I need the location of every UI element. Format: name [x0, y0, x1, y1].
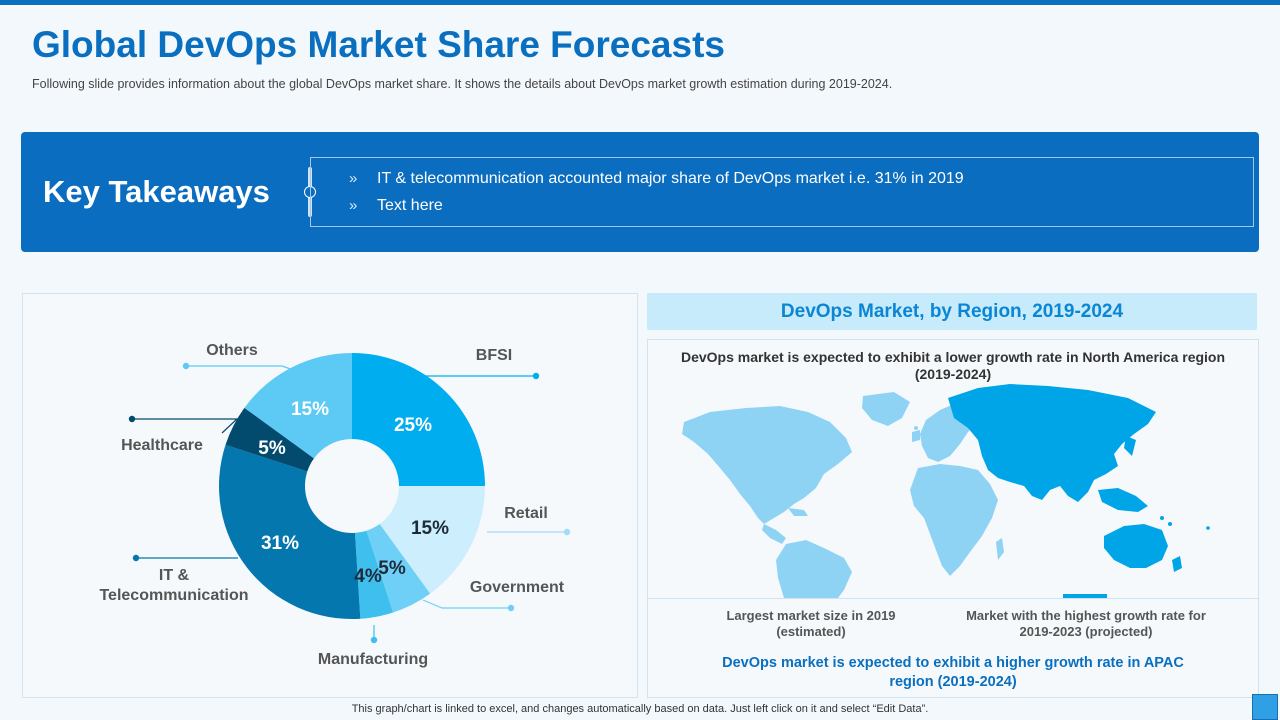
- world-map: [682, 384, 1210, 598]
- takeaway-item: » Text here: [349, 197, 443, 215]
- category-label: Government: [470, 579, 565, 596]
- double-chevron-icon: »: [349, 170, 358, 187]
- region-header: DevOps Market, by Region, 2019-2024: [647, 293, 1257, 330]
- leader-dot: [563, 528, 571, 536]
- key-takeaways-banner: Key Takeaways » IT & telecommunication ac…: [21, 132, 1259, 252]
- region-header-title: DevOps Market, by Region, 2019-2024: [780, 301, 1124, 322]
- top-accent-bar: [0, 0, 1280, 5]
- page-title: Global DevOps Market Share Forecasts: [32, 24, 725, 65]
- category-label: Healthcare: [121, 437, 203, 454]
- footer-note: This graph/chart is linked to excel, and…: [351, 703, 929, 715]
- pie-slice-government: [366, 524, 431, 613]
- highest-growth-marker: [1063, 594, 1107, 598]
- pie-slice-bfsi: [352, 353, 485, 486]
- africa-shape: [910, 464, 1004, 576]
- leader-line: [132, 418, 239, 434]
- page-subtitle: Following slide provides information abo…: [32, 77, 893, 91]
- donut-chart: 25% BFSI 15% Retail 5% Government 4% Manufactur…: [99, 342, 571, 668]
- takeaway-text: IT & telecommunication accounted major s…: [377, 170, 964, 187]
- largest-market-caption: Largest market size in 2019 (estimated): [726, 608, 896, 639]
- pie-slice-retail: [379, 486, 485, 594]
- islands-shape: [914, 426, 1210, 530]
- category-label: IT &: [159, 567, 190, 584]
- leader-dot: [370, 636, 378, 644]
- category-label: Others: [206, 342, 258, 359]
- greenland-shape: [862, 392, 910, 426]
- slice-value-label: 31%: [261, 533, 299, 554]
- pie-slice-it-telecommunication: [218, 444, 361, 619]
- double-chevron-icon: »: [349, 197, 358, 214]
- slice-value-label: 4%: [354, 566, 382, 587]
- category-label: Manufacturing: [318, 651, 428, 668]
- takeaway-text: Text here: [377, 197, 443, 214]
- pie-slice-manufacturing: [354, 530, 394, 619]
- leader-line: [422, 599, 511, 609]
- key-takeaways-box: » IT & telecommunication accounted major …: [310, 157, 1254, 227]
- leader-dot: [532, 372, 540, 380]
- largest-market-marker: [787, 594, 831, 598]
- australia-shape: [1104, 524, 1182, 572]
- pie-slice-healthcare: [225, 407, 314, 472]
- south-america-shape: [776, 540, 852, 598]
- category-label: Telecommunication: [99, 587, 248, 604]
- takeaway-item: » IT & telecommunication accounted major …: [349, 170, 964, 188]
- region-map-panel: DevOps market is expected to exhibit a l…: [647, 339, 1259, 698]
- leader-dot: [132, 554, 140, 562]
- category-label: BFSI: [476, 347, 512, 364]
- north-america-shape: [682, 406, 852, 544]
- leader-dot: [507, 604, 515, 612]
- slice-value-label: 15%: [411, 518, 449, 539]
- key-takeaways-title: Key Takeaways: [43, 174, 270, 209]
- category-label: Retail: [504, 505, 548, 522]
- map-divider: [648, 598, 1258, 599]
- leader-dot: [128, 415, 136, 423]
- highest-growth-caption: Market with the highest growth rate for …: [966, 608, 1206, 639]
- corner-square: [1252, 694, 1278, 720]
- asia-shape: [948, 384, 1156, 512]
- slice-value-label: 5%: [378, 558, 406, 579]
- pie-slice-others: [244, 353, 352, 459]
- north-america-note: DevOps market is expected to exhibit a l…: [680, 349, 1226, 382]
- pie-chart-panel: 25% BFSI 15% Retail 5% Government 4% Manufactur…: [22, 293, 638, 698]
- apac-note: DevOps market is expected to exhibit a h…: [722, 655, 1184, 690]
- leader-dot: [182, 362, 190, 370]
- slice-value-label: 5%: [258, 438, 286, 459]
- leader-line: [186, 365, 303, 374]
- slice-value-label: 25%: [394, 415, 432, 436]
- slice-value-label: 15%: [291, 399, 329, 420]
- leader-line: [383, 371, 536, 377]
